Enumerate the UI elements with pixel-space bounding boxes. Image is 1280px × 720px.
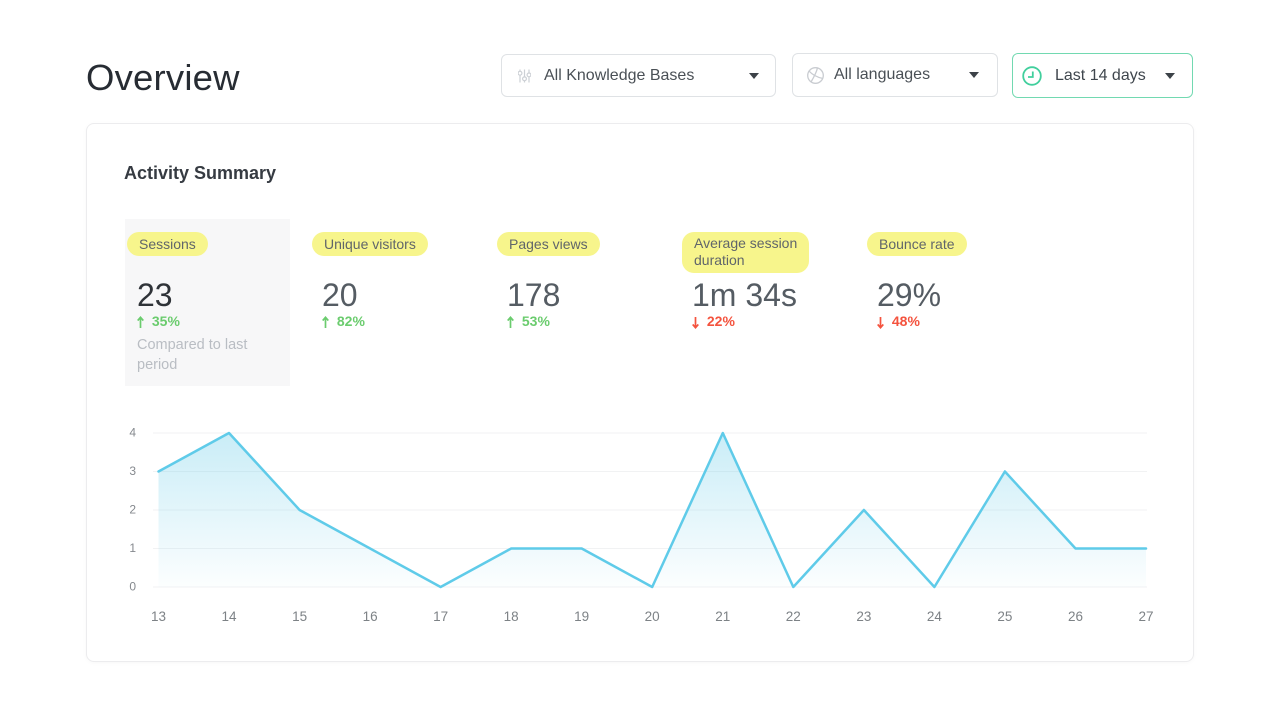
- svg-text:17: 17: [433, 609, 448, 624]
- svg-text:15: 15: [292, 609, 307, 624]
- svg-text:3: 3: [129, 464, 136, 478]
- svg-text:13: 13: [151, 609, 166, 624]
- svg-text:16: 16: [363, 609, 378, 624]
- svg-text:18: 18: [504, 609, 519, 624]
- svg-text:27: 27: [1138, 609, 1153, 624]
- svg-text:2: 2: [129, 503, 136, 517]
- svg-text:14: 14: [221, 609, 237, 624]
- svg-text:26: 26: [1068, 609, 1083, 624]
- svg-text:23: 23: [856, 609, 871, 624]
- svg-text:19: 19: [574, 609, 589, 624]
- svg-text:4: 4: [129, 426, 136, 440]
- svg-text:24: 24: [927, 609, 943, 624]
- svg-text:25: 25: [997, 609, 1012, 624]
- svg-text:22: 22: [786, 609, 801, 624]
- svg-text:20: 20: [645, 609, 660, 624]
- svg-text:0: 0: [129, 580, 136, 594]
- svg-text:1: 1: [129, 541, 136, 555]
- svg-text:21: 21: [715, 609, 730, 624]
